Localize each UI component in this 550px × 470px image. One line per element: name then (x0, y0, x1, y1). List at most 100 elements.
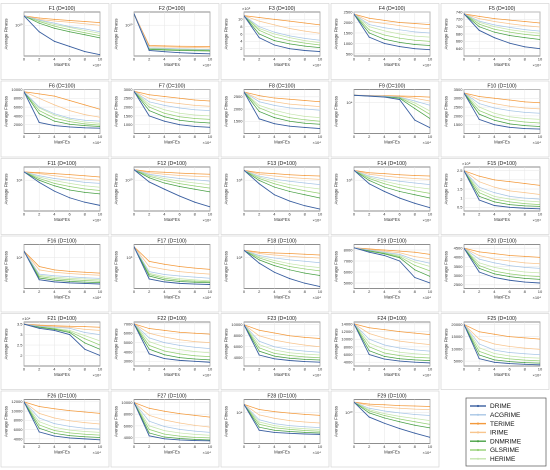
series-point-drime (244, 403, 245, 405)
series-line-drime (134, 13, 210, 55)
series-point-glsrime (478, 110, 480, 112)
series-line-herime (244, 324, 320, 356)
series-line-dnmrime (464, 324, 540, 364)
series-point-terime (539, 22, 540, 24)
x-tick-label: 6 (398, 57, 401, 62)
y-axis-label: Average Fitness (114, 329, 119, 360)
series-line-acgrime (24, 401, 100, 430)
x-tick-label: 4 (493, 134, 496, 139)
x-tick-label: 2 (148, 134, 151, 139)
series-point-drime (509, 206, 511, 208)
series-point-glsrime (69, 330, 71, 332)
x-axis-label: MaxFEs (164, 450, 180, 455)
x-tick-label: 2 (368, 134, 371, 139)
series-point-terime (38, 172, 40, 174)
series-point-drime (38, 279, 40, 281)
series-line-drime (244, 404, 320, 435)
series-point-dnmrime (524, 125, 526, 127)
series-point-irime (478, 99, 480, 101)
y-tick-label: 6000 (234, 344, 244, 349)
series-point-herime (84, 335, 86, 337)
chart-title: F9 (D=100) (379, 83, 406, 89)
series-line-terime (24, 401, 100, 414)
series-point-irime (509, 23, 511, 25)
x-axis-label: MaxFEs (494, 62, 510, 67)
y-tick-label: 10¹⁰ (15, 23, 23, 28)
series-point-drime (414, 361, 416, 363)
x-tick-label: 6 (398, 367, 401, 372)
series-point-irime (273, 254, 275, 256)
series-point-glsrime (478, 265, 480, 267)
series-line-irime (244, 404, 320, 424)
series-point-herime (478, 347, 480, 349)
series-point-drime (289, 278, 291, 280)
x-tick-label: 0 (23, 212, 26, 217)
series-point-acgrime (209, 180, 210, 182)
series-line-herime (464, 324, 540, 359)
series-line-drime (24, 250, 100, 285)
x-tick-label: 10 (318, 57, 323, 62)
series-point-irime (209, 273, 210, 275)
series-line-drime (134, 246, 210, 285)
series-point-terime (319, 414, 320, 416)
y-tick-label: 2500 (454, 282, 464, 287)
series-line-terime (464, 13, 540, 24)
series-point-glsrime (429, 40, 430, 42)
series-point-glsrime (258, 423, 260, 425)
series-line-acgrime (24, 15, 100, 33)
series-point-terime (273, 173, 275, 175)
chart-panel-border (330, 80, 440, 158)
series-point-acgrime (179, 275, 181, 277)
series-point-acgrime (179, 48, 181, 50)
series-point-terime (38, 93, 40, 95)
series-point-terime (179, 265, 181, 268)
series-point-terime (493, 253, 495, 255)
series-point-terime (179, 331, 181, 333)
series-point-glsrime (273, 183, 275, 185)
series-point-drime (194, 440, 196, 442)
series-point-glsrime (304, 356, 306, 358)
series-point-irime (289, 176, 291, 179)
series-point-drime (304, 433, 306, 435)
series-point-glsrime (383, 183, 385, 185)
series-point-glsrime (509, 273, 511, 275)
series-line-irime (134, 90, 210, 107)
x-tick-label: 6 (178, 212, 181, 217)
series-point-dnmrime (383, 186, 385, 188)
series-point-herime (163, 346, 165, 348)
series-point-irime (509, 190, 511, 192)
series-point-terime (429, 334, 430, 336)
series-point-herime (539, 201, 540, 203)
y-axis-label: Average Fitness (334, 19, 339, 50)
x-tick-label: 10 (318, 212, 323, 217)
series-point-terime (414, 95, 416, 97)
series-point-terime (84, 411, 86, 413)
series-point-acgrime (524, 111, 526, 113)
x-exponent: ×10⁴ (92, 373, 101, 378)
y-axis-label: Average Fitness (334, 96, 339, 127)
series-point-glsrime (524, 275, 526, 277)
series-point-acgrime (209, 48, 210, 50)
series-point-terime (209, 46, 210, 48)
series-point-acgrime (258, 419, 260, 421)
series-group (24, 91, 100, 129)
series-point-herime (69, 182, 71, 184)
series-point-drime (354, 13, 355, 15)
series-point-drime (319, 433, 320, 435)
y-tick-label: 4000 (344, 360, 354, 365)
series-line-irime (24, 250, 100, 276)
series-point-acgrime (148, 47, 150, 49)
series-point-dnmrime (383, 38, 385, 40)
series-point-herime (319, 354, 320, 356)
chart-panel-border (330, 313, 440, 390)
series-point-herime (69, 118, 71, 120)
series-point-drime (24, 171, 25, 173)
x-tick-label: 8 (304, 212, 307, 217)
x-tick-label: 6 (508, 134, 511, 139)
series-point-dnmrime (99, 125, 100, 128)
y-tick-label: 4000 (14, 436, 24, 441)
series-point-drime (493, 204, 495, 207)
chart-panel-border (220, 3, 330, 80)
series-point-glsrime (304, 190, 306, 192)
